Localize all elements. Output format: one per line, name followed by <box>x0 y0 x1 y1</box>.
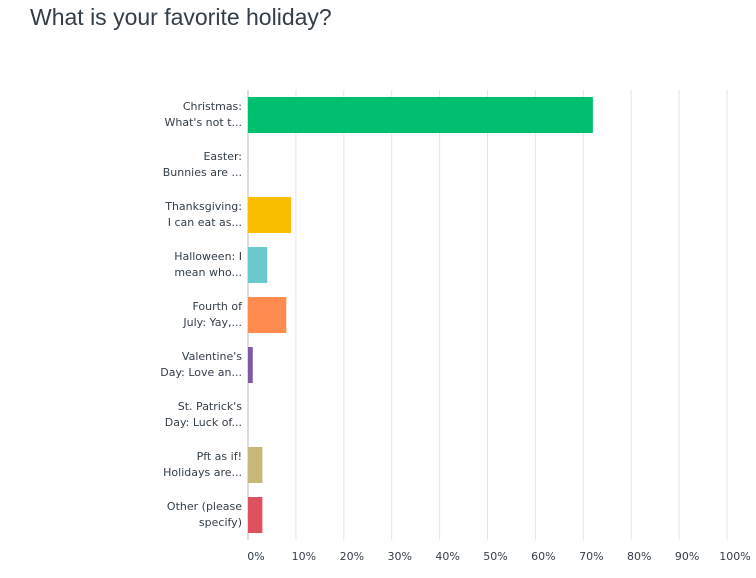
bar <box>248 447 263 483</box>
y-tick-label: Valentine's Day: Love an... <box>160 350 242 379</box>
x-tick-label: 90% <box>674 550 700 563</box>
x-tick-label: 50% <box>483 550 508 563</box>
bar <box>248 97 593 133</box>
y-tick-label: Christmas: What's not t... <box>164 100 242 129</box>
y-tick-label: Thanksgiving: I can eat as... <box>165 200 242 229</box>
bar <box>248 247 268 283</box>
x-tick-label: 60% <box>531 550 556 563</box>
x-tick-label: 0% <box>247 550 265 563</box>
y-tick-label: Fourth of July: Yay,... <box>183 300 242 329</box>
chart-title: What is your favorite holiday? <box>30 4 332 30</box>
y-tick-label: Halloween: I mean who... <box>174 250 242 279</box>
bar <box>248 347 253 383</box>
x-tick-label: 40% <box>435 550 460 563</box>
x-tick-label: 70% <box>579 550 604 563</box>
y-tick-label: Other (please specify) <box>166 500 242 529</box>
x-tick-label: 20% <box>339 550 365 563</box>
x-tick-label: 10% <box>291 550 317 563</box>
y-tick-label: Pft as if! Holidays are... <box>163 450 242 479</box>
y-tick-label: Easter: Bunnies are ... <box>162 150 242 179</box>
x-tick-label: 80% <box>626 550 652 563</box>
x-tick-label: 100% <box>719 550 751 563</box>
bar <box>248 197 292 233</box>
x-tick-label: 30% <box>387 550 412 563</box>
bar <box>248 297 287 333</box>
y-tick-label: St. Patrick's Day: Luck of... <box>164 400 242 429</box>
bar <box>248 497 263 533</box>
